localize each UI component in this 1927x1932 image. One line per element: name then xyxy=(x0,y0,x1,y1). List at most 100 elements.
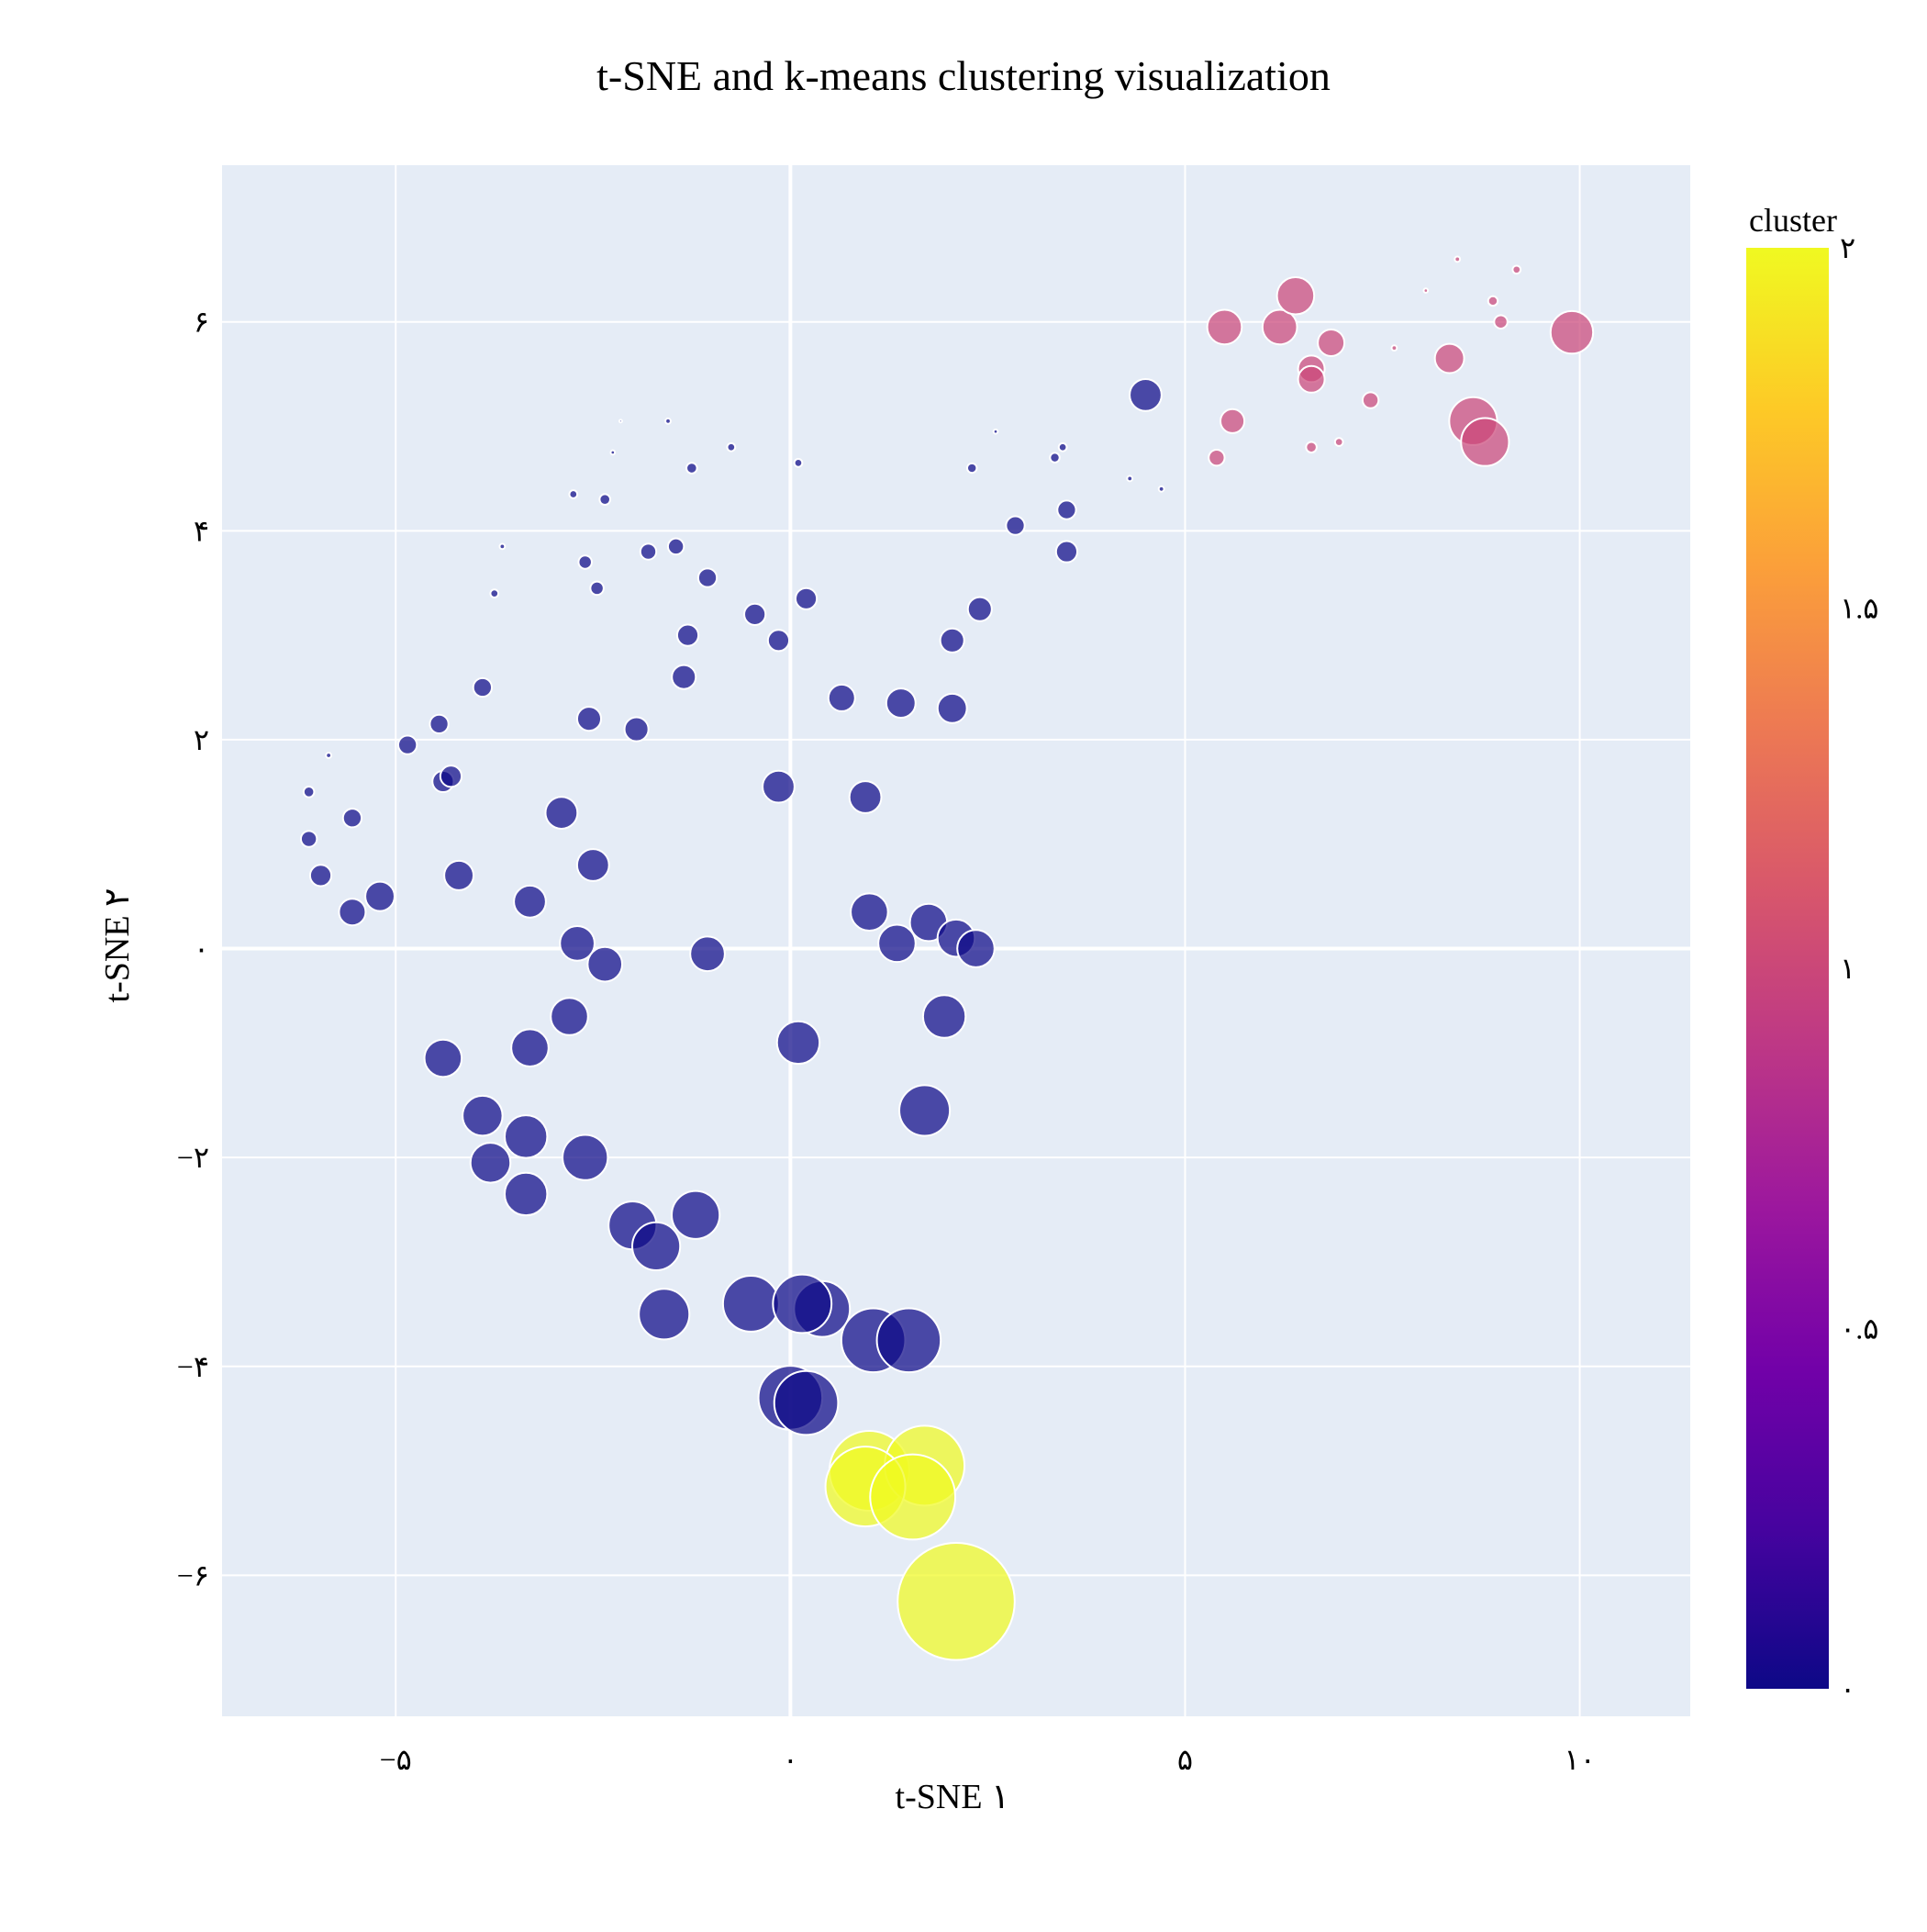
data-point xyxy=(586,945,624,983)
colorbar: cluster ۲ ۱.۵ ۱ ۰.۵ ۰ xyxy=(1746,202,1878,1705)
data-point xyxy=(956,929,996,968)
data-point xyxy=(1493,314,1509,329)
data-point xyxy=(498,542,507,551)
data-point xyxy=(308,864,333,888)
data-point xyxy=(743,602,767,626)
data-point xyxy=(299,830,318,848)
data-point xyxy=(966,596,993,622)
data-point xyxy=(489,588,500,598)
data-point xyxy=(1056,499,1077,520)
data-point xyxy=(575,706,603,732)
x-tick-label: ۰ xyxy=(783,1743,798,1776)
data-point xyxy=(1487,295,1499,307)
data-point xyxy=(1275,275,1316,316)
data-point xyxy=(877,923,917,964)
data-point xyxy=(462,1094,504,1137)
data-point xyxy=(338,898,367,927)
data-point xyxy=(875,1307,942,1374)
data-point xyxy=(1208,448,1226,467)
y-tick-label: ۰ xyxy=(194,932,209,966)
data-point xyxy=(1129,377,1163,412)
data-point xyxy=(671,1189,721,1240)
data-point xyxy=(773,1369,840,1436)
data-point xyxy=(325,752,333,759)
data-point xyxy=(936,692,968,724)
data-point xyxy=(1305,441,1318,454)
data-point xyxy=(510,1028,550,1067)
data-point xyxy=(1333,437,1344,447)
data-point xyxy=(965,462,978,475)
data-point xyxy=(1261,308,1298,346)
data-point xyxy=(696,567,718,588)
data-point xyxy=(685,462,698,475)
data-point xyxy=(848,780,883,814)
data-point xyxy=(1549,309,1595,355)
data-point xyxy=(544,796,579,830)
data-point xyxy=(443,859,475,891)
data-points xyxy=(299,255,1595,1661)
data-point xyxy=(623,716,650,743)
chart-title: t‑SNE and k‑means clustering visualizati… xyxy=(596,52,1331,99)
y-tick-labels: ۶ ۴ ۲ ۰ −۲ −۴ −۶ xyxy=(177,306,209,1592)
data-point xyxy=(1511,264,1522,275)
data-point xyxy=(423,1038,463,1078)
data-point xyxy=(1460,417,1510,467)
x-tick-label: ۱۰ xyxy=(1564,1743,1595,1776)
data-point xyxy=(885,687,917,720)
data-point xyxy=(766,629,791,653)
data-point xyxy=(429,713,450,735)
y-tick-label: −۴ xyxy=(177,1350,209,1383)
data-point xyxy=(1390,344,1398,352)
data-point xyxy=(1317,328,1346,357)
data-point xyxy=(1454,255,1462,263)
data-point xyxy=(689,935,726,973)
data-point xyxy=(721,1275,780,1333)
data-point xyxy=(992,428,999,435)
data-point xyxy=(472,676,494,698)
data-point xyxy=(666,537,685,556)
colorbar-tick-label: ۰.۵ xyxy=(1840,1312,1878,1346)
data-point xyxy=(364,880,395,912)
data-point xyxy=(850,892,889,932)
colorbar-tick-label: ۱ xyxy=(1840,952,1855,985)
data-point xyxy=(1220,408,1246,434)
data-point xyxy=(469,1142,512,1184)
data-point xyxy=(341,808,363,829)
data-point xyxy=(939,627,965,653)
data-point xyxy=(762,769,796,804)
data-point xyxy=(631,1221,682,1271)
data-point xyxy=(439,765,463,788)
x-axis-title: t‑SNE ۱ xyxy=(896,1778,1010,1816)
data-point xyxy=(568,489,579,499)
data-point xyxy=(1206,308,1243,346)
data-point xyxy=(1361,391,1380,409)
data-point xyxy=(794,586,819,610)
data-point xyxy=(639,542,658,561)
data-point xyxy=(1057,441,1068,452)
data-point xyxy=(589,580,605,597)
data-point xyxy=(1433,342,1465,374)
y-tick-label: ۴ xyxy=(194,514,209,547)
colorbar-tick-label: ۲ xyxy=(1840,231,1855,264)
data-point xyxy=(577,554,593,570)
colorbar-tick-label: ۰ xyxy=(1840,1672,1855,1705)
data-point xyxy=(793,457,804,468)
data-point xyxy=(503,1114,549,1159)
data-point xyxy=(562,1134,609,1181)
data-point xyxy=(513,884,547,919)
y-tick-label: −۶ xyxy=(177,1558,209,1591)
data-point xyxy=(1005,515,1026,536)
data-point xyxy=(609,449,617,456)
data-point xyxy=(897,1542,1016,1661)
data-point xyxy=(598,493,612,506)
x-tick-labels: −۵ ۰ ۵ ۱۰ xyxy=(380,1743,1596,1776)
y-tick-label: −۲ xyxy=(177,1141,209,1174)
data-point xyxy=(575,848,610,882)
data-point xyxy=(1049,452,1061,463)
data-point xyxy=(1422,287,1430,294)
colorbar-tick-label: ۱.۵ xyxy=(1840,592,1878,625)
data-point xyxy=(559,924,596,962)
data-point xyxy=(675,623,700,647)
data-point xyxy=(898,1084,952,1137)
